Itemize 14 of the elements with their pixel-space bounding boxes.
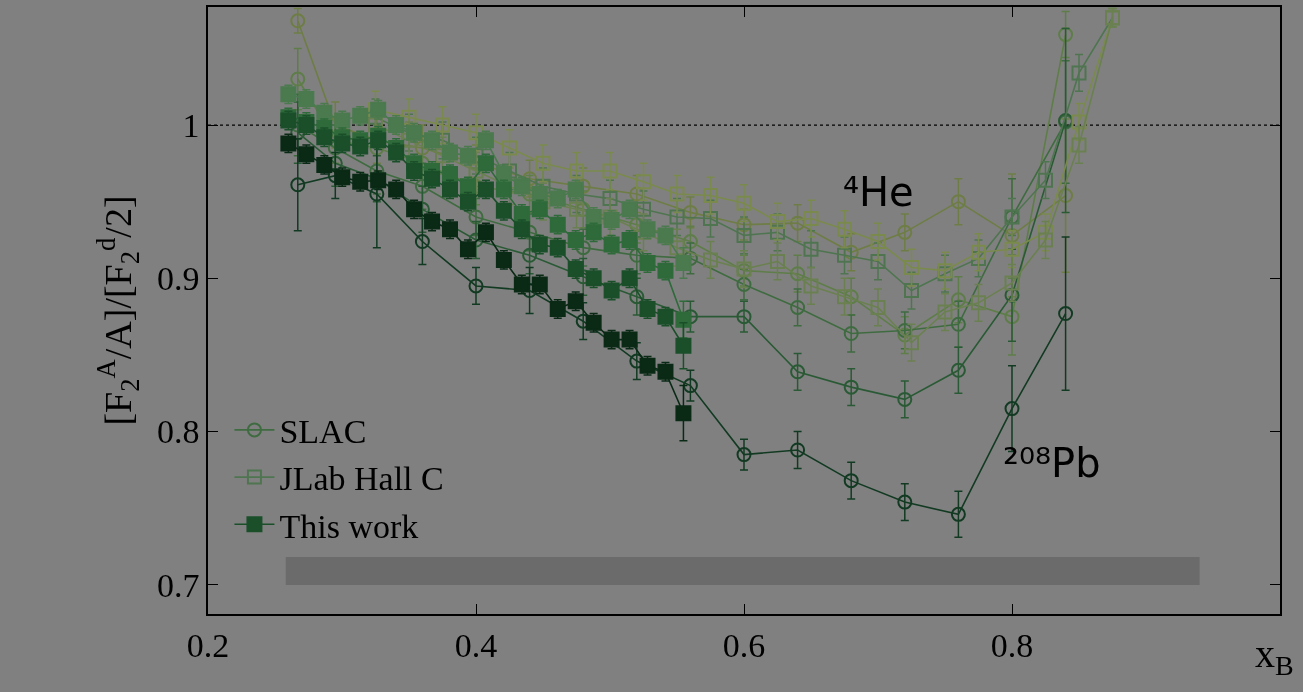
x-tick-label: 0.8 bbox=[990, 626, 1034, 664]
y-tick-label: 0.7 bbox=[156, 566, 200, 604]
legend-label: This work bbox=[279, 507, 419, 545]
x-tick-label: 0.6 bbox=[722, 626, 766, 664]
x-tick-label: 0.2 bbox=[186, 626, 230, 664]
annotation: ²⁰⁸Pb bbox=[1003, 440, 1101, 486]
x-axis-title: x$_{B}$ bbox=[1255, 631, 1294, 682]
legend-label: JLab Hall C bbox=[279, 460, 444, 498]
y-tick-label: 1 bbox=[182, 106, 200, 144]
x-tick-label: 0.4 bbox=[454, 626, 498, 664]
annotation: ⁴He bbox=[843, 169, 914, 215]
legend-label: SLAC bbox=[279, 413, 367, 451]
y-tick-label: 0.8 bbox=[156, 413, 200, 451]
y-tick-label: 0.9 bbox=[156, 260, 200, 298]
